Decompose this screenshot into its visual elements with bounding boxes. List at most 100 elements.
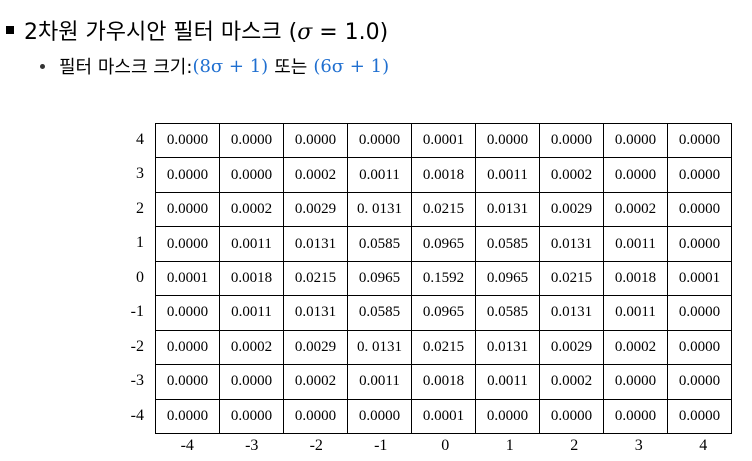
mask-cell: 0.0585 — [347, 295, 412, 331]
mask-cell: 0.0011 — [475, 157, 540, 193]
mask-cell: 0.0000 — [475, 122, 540, 159]
mask-cell: 0.0000 — [155, 226, 220, 262]
mask-cell: 0.0002 — [283, 364, 348, 400]
mask-cell: 0.0002 — [539, 157, 604, 193]
mask-cell: 0.0000 — [667, 329, 732, 366]
mask-cell: 0.0000 — [155, 191, 220, 228]
mask-cell: 0.0000 — [603, 122, 668, 159]
mask-cell: 0.0000 — [667, 226, 732, 262]
mask-cell: 0.0011 — [603, 226, 668, 262]
mask-cell: 0.0000 — [603, 157, 668, 193]
mask-cell: 0.0131 — [475, 191, 540, 228]
mask-cell: 0.0215 — [539, 260, 604, 297]
mask-cell: 0.0000 — [667, 295, 732, 331]
row-label: -4 — [130, 406, 144, 424]
heading-text-before: 2차원 가우시안 필터 마스크 ( — [24, 20, 298, 45]
mask-cell: 0.0965 — [411, 295, 476, 331]
subpoint: 필터 마스크 크기: (8σ + 1) 또는 (6σ + 1) — [40, 52, 389, 80]
mask-cell: 0.0000 — [347, 122, 412, 159]
row-label: 3 — [136, 165, 144, 183]
mask-cell: 0.0002 — [539, 364, 604, 400]
mask-cell: 0.0965 — [475, 260, 540, 297]
mask-cell: 0.0001 — [155, 260, 220, 297]
table-row: 0.0001 0.0018 0.0215 0.0965 0.1592 0.0965 0.02… — [155, 260, 732, 297]
heading-text-after: = 1.0) — [312, 20, 389, 45]
column-label: -4 — [180, 437, 194, 454]
row-label: 1 — [136, 234, 144, 252]
mask-cell: 0.0029 — [283, 191, 348, 228]
mask-cell: 0.0585 — [475, 226, 540, 262]
mask-cell: 0.0000 — [219, 398, 284, 434]
mask-cell: 0.0018 — [603, 260, 668, 297]
mask-cell: 0.0585 — [475, 295, 540, 331]
mask-cell: 0.0000 — [667, 157, 732, 193]
row-label: 4 — [136, 131, 144, 148]
mask-cell: 0.0000 — [219, 364, 284, 400]
table-row: 0.0000 0.0000 0.0000 0.0000 0.0001 0.0000 0.00… — [155, 122, 732, 159]
mask-cell: 0.0000 — [155, 329, 220, 366]
heading-text: 2차원 가우시안 필터 마스크 (σ = 1.0) — [24, 14, 388, 46]
mask-cell: 0.0965 — [347, 260, 412, 297]
row-label: -2 — [130, 337, 144, 355]
mask-cell: 0.0000 — [603, 398, 668, 434]
mask-cell: 0.0000 — [603, 364, 668, 400]
column-label: 0 — [441, 437, 450, 454]
square-bullet-icon — [6, 26, 14, 34]
mask-cell: 0.0000 — [539, 398, 604, 434]
subpoint-label: 필터 마스크 크기: — [59, 57, 193, 78]
mask-cell: 0.0011 — [475, 364, 540, 400]
column-label: 1 — [505, 437, 514, 454]
table-row: 0.0000 0.0002 0.0029 0. 0131 0.0215 0.0131 0.0… — [155, 191, 732, 228]
subpoint-connector: 또는 — [274, 57, 308, 78]
mask-cell: 0.0131 — [539, 226, 604, 262]
row-label: 0 — [136, 268, 144, 286]
row-axis-labels: 4 3 2 1 0 -1 -2 -3 -4 — [118, 123, 144, 433]
mask-cell: 0.0011 — [347, 364, 412, 400]
mask-cell: 0.0000 — [155, 295, 220, 331]
mask-cell: 0.0000 — [219, 157, 284, 193]
mask-cell: 0.0001 — [411, 122, 476, 159]
mask-cell: 0.0000 — [155, 122, 220, 159]
formula-8-sigma: (8σ + 1) — [192, 55, 269, 77]
mask-cell: 0.0000 — [155, 364, 220, 400]
mask-cell: 0.0002 — [603, 191, 668, 228]
mask-cell: 0.0000 — [667, 364, 732, 400]
column-label: -2 — [309, 437, 323, 454]
mask-cell: 0.0000 — [155, 157, 220, 193]
mask-cell: 0.0029 — [539, 329, 604, 366]
mask-cell: 0.0011 — [219, 226, 284, 262]
mask-cell: 0.0131 — [283, 295, 348, 331]
mask-cell: 0.1592 — [411, 260, 476, 297]
mask-cell: 0.0585 — [347, 226, 412, 262]
mask-cell: 0.0018 — [411, 157, 476, 193]
mask-cell: 0.0000 — [539, 122, 604, 159]
table-row: 0.0000 0.0000 0.0000 0.0000 0.0001 0.0000 0.00… — [155, 398, 732, 434]
mask-cell: 0.0000 — [667, 191, 732, 228]
column-axis-labels: -4 -3 -2 -1 0 1 2 3 4 — [155, 433, 736, 459]
mask-cell: 0.0215 — [283, 260, 348, 297]
table-row: 0.0000 0.0011 0.0131 0.0585 0.0965 0.0585 0.01… — [155, 226, 732, 262]
mask-cell: 0. 0131 — [347, 191, 412, 228]
mask-cell: 0.0002 — [219, 329, 284, 366]
column-label: -3 — [245, 437, 259, 454]
slide-heading: 2차원 가우시안 필터 마스크 (σ = 1.0) — [6, 12, 388, 48]
mask-cell: 0.0131 — [539, 295, 604, 331]
table-row: 0.0000 0.0002 0.0029 0. 0131 0.0215 0.0131 0.0… — [155, 329, 732, 366]
mask-cell: 0.0000 — [219, 122, 284, 159]
row-label: -3 — [130, 372, 144, 390]
mask-cell: 0.0018 — [411, 364, 476, 400]
mask-cell: 0.0001 — [411, 398, 476, 434]
column-label: 3 — [634, 437, 643, 454]
mask-cell: 0.0215 — [411, 329, 476, 366]
heading-sigma: σ — [297, 20, 313, 45]
mask-cell: 0.0131 — [283, 226, 348, 262]
gaussian-mask-table: 0.0000 0.0000 0.0000 0.0000 0.0001 0.0000 0.00… — [155, 122, 732, 434]
mask-cell: 0.0131 — [475, 329, 540, 366]
mask-cell: 0.0000 — [667, 398, 732, 434]
table-row: 0.0000 0.0000 0.0002 0.0011 0.0018 0.0011 0.00… — [155, 364, 732, 400]
column-label: 4 — [699, 437, 708, 454]
mask-cell: 0.0000 — [667, 122, 732, 159]
mask-cell: 0.0965 — [411, 226, 476, 262]
mask-cell: 0.0002 — [219, 191, 284, 228]
mask-cell: 0.0018 — [219, 260, 284, 297]
